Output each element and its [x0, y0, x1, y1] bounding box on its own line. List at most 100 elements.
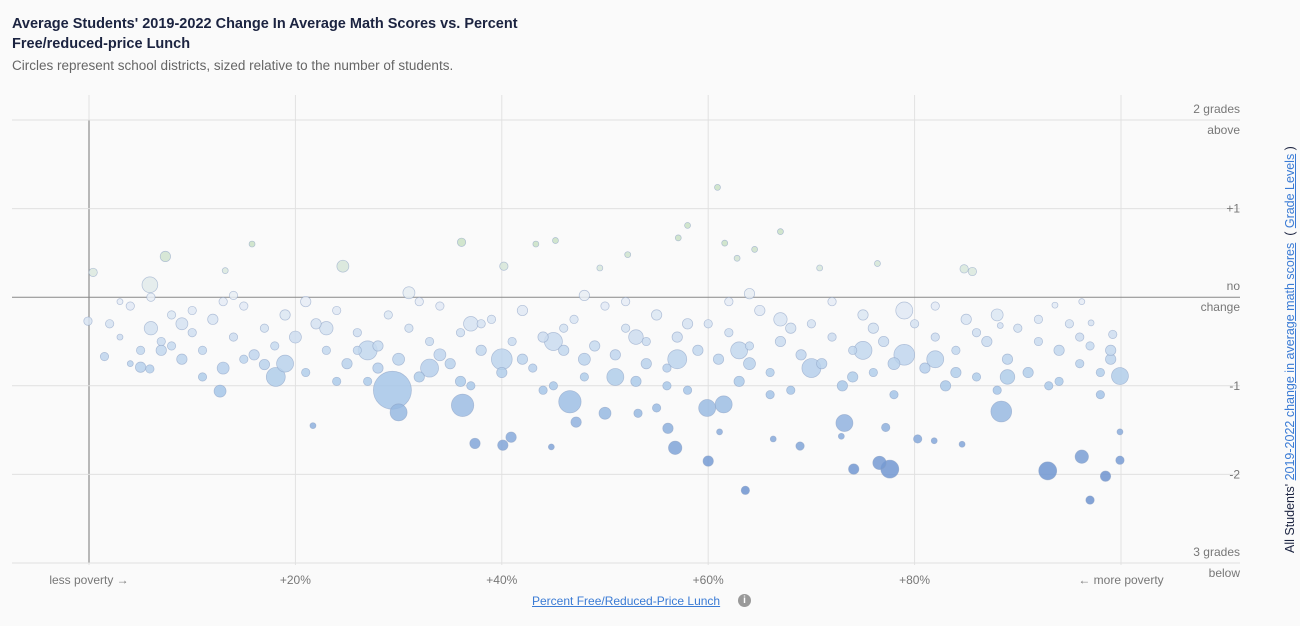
district-point	[682, 318, 694, 330]
district-point	[589, 340, 601, 352]
district-point	[433, 348, 447, 362]
district-point	[300, 296, 312, 308]
district-point	[867, 322, 879, 334]
district-point	[667, 349, 688, 370]
district-point	[674, 234, 682, 242]
district-point	[373, 370, 412, 410]
district-point	[847, 371, 859, 383]
x-tick-label: +80%	[899, 573, 930, 587]
district-point	[265, 367, 286, 387]
district-point	[765, 390, 775, 400]
district-point	[197, 345, 208, 355]
district-point	[633, 408, 643, 418]
district-point	[773, 312, 788, 327]
district-point	[444, 358, 456, 370]
district-point	[1054, 376, 1064, 386]
y-tick-label: +1	[1226, 202, 1240, 216]
district-point	[116, 333, 124, 341]
district-point	[301, 367, 311, 378]
district-point	[806, 319, 816, 329]
district-point	[960, 313, 972, 325]
district-point	[125, 301, 135, 311]
district-point	[570, 416, 582, 428]
district-point	[621, 323, 631, 333]
district-point	[765, 367, 775, 378]
district-point	[578, 352, 591, 366]
district-point	[835, 414, 854, 432]
district-point	[558, 390, 582, 414]
district-point	[662, 363, 672, 373]
district-point	[730, 341, 749, 360]
district-point	[712, 353, 725, 365]
district-point	[774, 335, 786, 348]
district-point	[777, 228, 784, 235]
district-point	[167, 310, 177, 320]
district-point	[754, 304, 766, 317]
district-point	[630, 375, 642, 387]
y-axis-metric-link[interactable]: 2019-2022 change in average math scores	[1283, 242, 1297, 481]
district-point	[135, 361, 147, 373]
district-point	[466, 381, 476, 391]
district-point	[413, 371, 425, 383]
district-point	[332, 305, 342, 316]
district-point	[837, 432, 845, 440]
district-point	[187, 328, 197, 338]
x-tick-label: +20%	[280, 573, 311, 587]
district-point	[716, 428, 723, 436]
district-point	[651, 309, 663, 321]
district-point	[881, 422, 891, 432]
district-point	[733, 375, 745, 387]
points	[83, 183, 1129, 505]
district-point	[507, 336, 517, 347]
district-point	[457, 237, 467, 247]
district-point	[425, 336, 435, 347]
district-point	[990, 308, 1004, 322]
district-point	[578, 289, 590, 301]
district-point	[662, 381, 672, 391]
district-point	[874, 260, 881, 267]
district-point	[740, 485, 750, 495]
district-point	[1108, 329, 1118, 339]
district-point	[662, 422, 674, 434]
district-point	[309, 422, 317, 430]
district-point	[786, 385, 796, 395]
district-point	[276, 354, 294, 373]
district-point	[228, 290, 239, 300]
district-point	[145, 364, 155, 374]
district-point	[336, 259, 350, 273]
district-point	[579, 372, 589, 382]
district-point	[216, 361, 230, 375]
district-point	[197, 372, 208, 382]
district-point	[714, 183, 721, 191]
district-point	[548, 381, 558, 391]
district-point	[1064, 319, 1074, 329]
district-point	[743, 288, 756, 300]
district-point	[289, 330, 302, 344]
district-point	[950, 366, 962, 379]
y-axis-unit-link[interactable]: Grade Levels	[1283, 153, 1297, 229]
district-point	[402, 286, 416, 300]
district-point	[213, 384, 227, 398]
district-point	[552, 237, 559, 244]
district-point	[668, 440, 683, 455]
district-point	[624, 251, 632, 259]
district-point	[516, 304, 528, 317]
district-point	[528, 363, 538, 373]
y-tick-label: 3 grades	[1193, 545, 1240, 559]
district-point	[1033, 336, 1043, 347]
district-point	[363, 376, 373, 386]
district-point	[743, 357, 756, 370]
x-axis-label[interactable]: Percent Free/Reduced-Price Lunch	[532, 594, 721, 608]
district-point	[389, 403, 408, 422]
district-point	[156, 336, 166, 347]
x-tick-label: +60%	[693, 573, 724, 587]
district-point	[598, 406, 612, 420]
district-point	[1022, 366, 1034, 379]
district-point	[454, 375, 467, 387]
info-icon[interactable]: i	[738, 594, 751, 607]
district-point	[967, 266, 977, 277]
district-point	[940, 380, 952, 392]
district-point	[751, 246, 758, 253]
district-point	[372, 362, 384, 374]
